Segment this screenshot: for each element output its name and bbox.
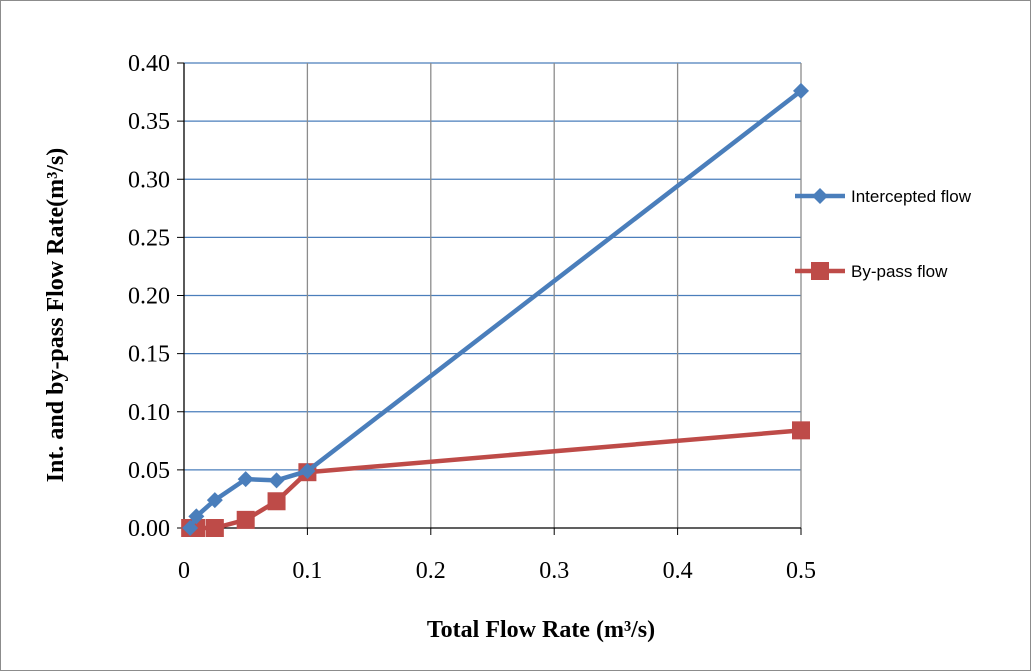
y-axis-title: Int. and by-pass Flow Rate(m³/s) [43, 148, 69, 483]
x-tick-label: 0.3 [539, 558, 569, 584]
legend-label: Intercepted flow [851, 187, 972, 206]
y-tick-label: 0.20 [128, 284, 170, 310]
legend-item: By-pass flow [795, 262, 948, 281]
data-point [267, 492, 286, 511]
y-tick-labels: 0.00 0.05 0.10 0.15 0.20 0.25 0.30 0.35 0.40 [128, 51, 170, 542]
data-point [188, 508, 205, 525]
y-tick-label: 0.00 [128, 516, 170, 542]
x-tick-label: 0 [178, 558, 190, 584]
legend: Intercepted flow By-pass flow [795, 187, 972, 281]
series-intercepted-flow [182, 82, 809, 536]
x-tick-label: 0.5 [786, 558, 816, 584]
series-layer [181, 82, 810, 537]
grid-layer [184, 62, 802, 528]
y-tick-label: 0.40 [128, 51, 170, 77]
data-point [182, 520, 199, 536]
y-tick-label: 0.10 [128, 400, 170, 426]
data-point [236, 510, 255, 529]
y-tick-label: 0.05 [128, 458, 170, 484]
data-point [268, 472, 285, 489]
y-tick-label: 0.25 [128, 225, 170, 251]
data-point [299, 463, 316, 480]
data-point [237, 471, 254, 488]
data-point [205, 519, 224, 537]
y-tick-label: 0.30 [128, 167, 170, 193]
series-line [187, 88, 804, 531]
legend-marker [811, 262, 829, 280]
legend-marker [812, 188, 828, 204]
legend-label: By-pass flow [851, 262, 948, 281]
y-tick-label: 0.15 [128, 342, 170, 368]
axes-layer [177, 62, 802, 535]
legend-item: Intercepted flow [795, 187, 972, 206]
data-point [206, 492, 223, 509]
x-tick-label: 0.4 [663, 558, 693, 584]
x-tick-label: 0.2 [416, 558, 446, 584]
x-tick-labels: 0 0.1 0.2 0.3 0.4 0.5 [178, 558, 816, 584]
x-tick-label: 0.1 [292, 558, 322, 584]
data-point [793, 82, 809, 99]
data-point [792, 421, 810, 440]
x-axis-title: Total Flow Rate (m³/s) [427, 617, 655, 643]
y-tick-label: 0.35 [128, 109, 170, 135]
